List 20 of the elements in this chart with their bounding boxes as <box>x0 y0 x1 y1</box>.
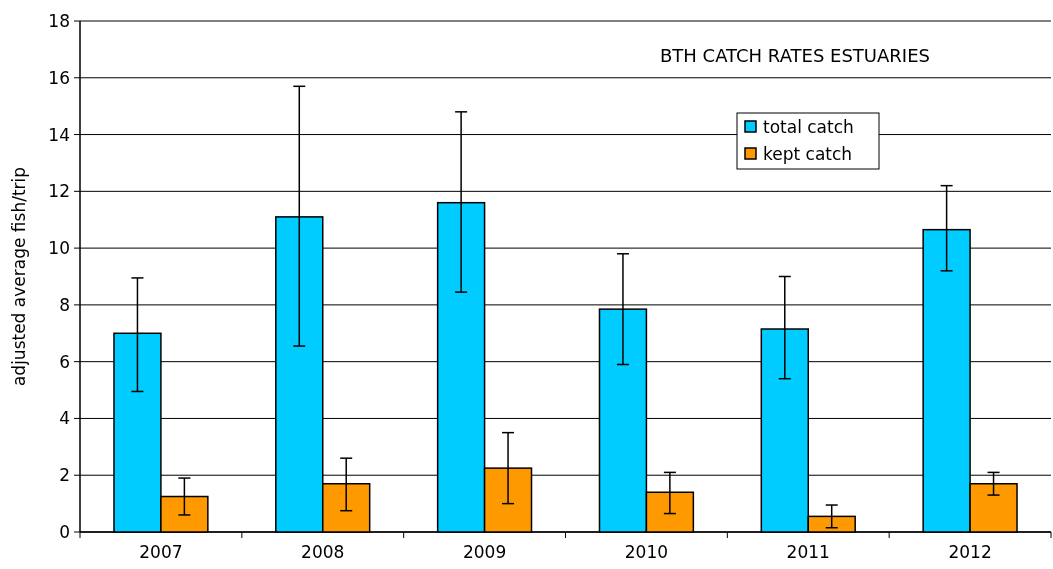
y-tick-label: 14 <box>48 124 70 145</box>
x-tick-label: 2008 <box>301 542 345 562</box>
legend-label: total catch <box>763 116 854 137</box>
x-tick-label: 2012 <box>948 542 992 562</box>
y-tick-label: 2 <box>59 465 70 486</box>
y-tick-label: 6 <box>59 351 70 372</box>
x-tick-label: 2007 <box>139 542 183 562</box>
legend-label: kept catch <box>763 143 853 164</box>
y-axis-title: adjusted average fish/trip <box>9 166 29 387</box>
x-tick-label: 2009 <box>462 542 507 562</box>
y-tick-label: 4 <box>59 408 70 429</box>
y-tick-label: 10 <box>48 238 70 259</box>
y-tick-label: 8 <box>59 294 70 315</box>
x-tick-label: 2010 <box>624 542 669 562</box>
y-tick-label: 12 <box>48 181 70 202</box>
y-tick-label: 0 <box>59 521 70 542</box>
y-tick-label: 16 <box>48 67 70 88</box>
x-tick-label: 2011 <box>786 542 830 562</box>
text: BTH CATCH RATES ESTUARIES <box>660 45 930 66</box>
y-tick-label: 18 <box>48 10 70 31</box>
